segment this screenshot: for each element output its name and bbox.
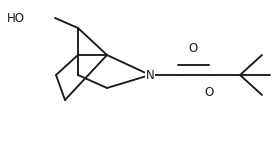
Text: HO: HO <box>7 12 25 25</box>
Text: N: N <box>146 68 154 82</box>
Text: O: O <box>204 85 214 99</box>
Text: O: O <box>188 41 198 55</box>
